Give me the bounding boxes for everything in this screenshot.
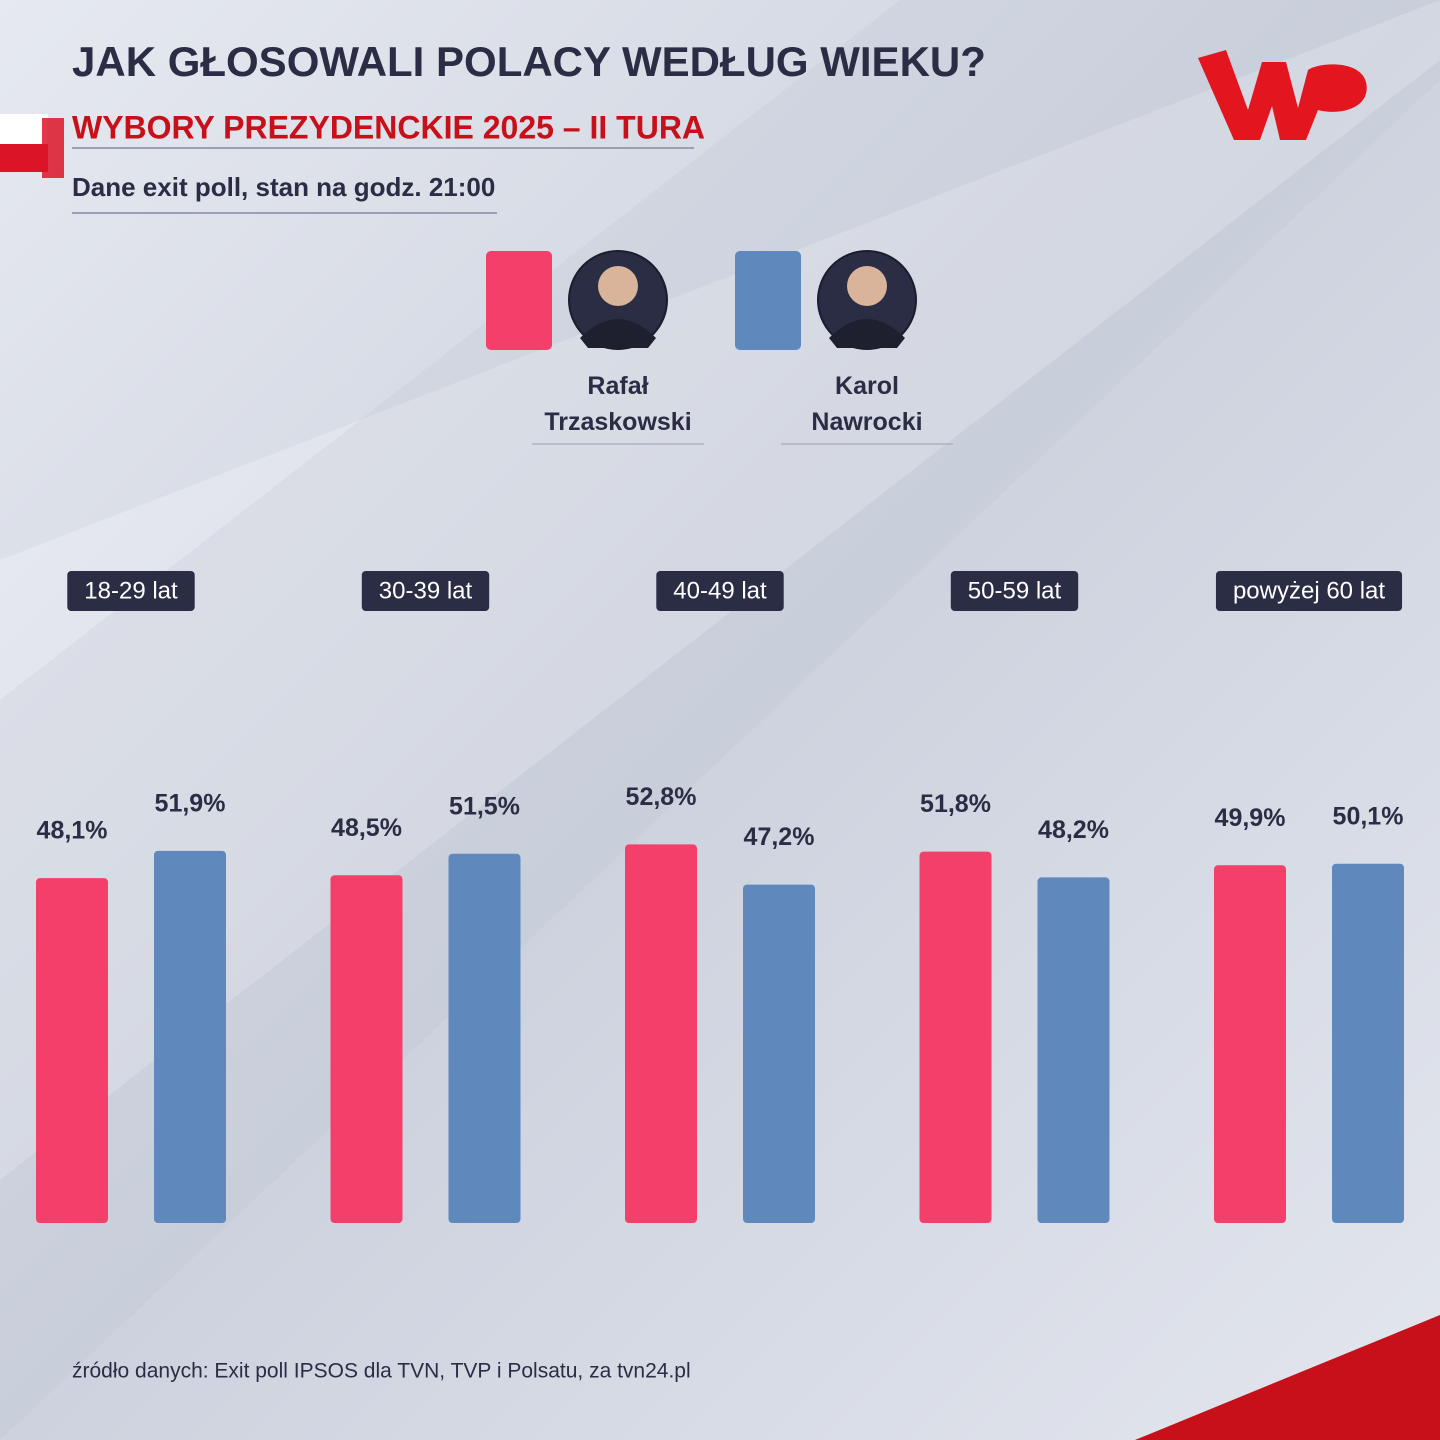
bar xyxy=(625,844,697,1223)
category-label: powyżej 60 lat xyxy=(1233,577,1385,604)
subtitle: WYBORY PREZYDENCKIE 2025 – II TURA xyxy=(72,109,705,145)
category-tag: 30-39 lat xyxy=(361,571,490,611)
value-label: 50,1% xyxy=(1333,802,1404,830)
bar xyxy=(1214,865,1286,1223)
category-tag: 40-49 lat xyxy=(656,571,784,611)
category-box xyxy=(361,571,490,611)
category-label: 18-29 lat xyxy=(84,577,178,604)
value-label: 47,2% xyxy=(744,823,815,851)
flag-edge xyxy=(42,118,64,178)
portrait-head xyxy=(598,266,638,306)
bar xyxy=(1037,877,1110,1223)
category-box xyxy=(656,571,784,611)
bar xyxy=(154,850,226,1223)
bar xyxy=(743,884,815,1223)
bar xyxy=(448,853,521,1223)
value-label: 51,8% xyxy=(920,790,991,818)
legend-label: Rafał Trzaskowski xyxy=(544,372,692,436)
portrait-body xyxy=(580,319,656,348)
chart-title: JAK GŁOSOWALI POLACY WEDŁUG WIEKU? xyxy=(72,38,986,85)
category-box xyxy=(950,571,1079,611)
category-label: 50-59 lat xyxy=(968,577,1062,604)
category-label: 40-49 lat xyxy=(673,577,767,604)
category-tag: 18-29 lat xyxy=(67,571,195,611)
value-label: 48,2% xyxy=(1038,816,1109,844)
bar xyxy=(36,878,108,1223)
bar xyxy=(919,851,992,1223)
flag-white xyxy=(0,114,48,144)
category-box xyxy=(67,571,195,611)
corner-red xyxy=(1135,1315,1440,1440)
category-tag: powyżej 60 lat xyxy=(1215,571,1403,611)
legend-label: Karol Nawrocki xyxy=(811,372,923,436)
source: źródło danych: Exit poll IPSOS dla TVN, … xyxy=(72,1360,691,1383)
portrait-head xyxy=(847,266,887,306)
value-label: 48,1% xyxy=(37,817,108,845)
value-label: 48,5% xyxy=(331,814,402,842)
category-tag: 50-59 lat xyxy=(950,571,1079,611)
value-label: 51,9% xyxy=(155,789,226,817)
flag-red xyxy=(0,144,48,172)
legend-swatch xyxy=(735,251,801,350)
legend-swatch xyxy=(486,251,552,350)
logo xyxy=(1198,50,1367,140)
value-label: 51,5% xyxy=(449,792,520,820)
category-box xyxy=(1215,571,1403,611)
logo-shape xyxy=(1198,50,1367,140)
bar xyxy=(330,875,403,1223)
bar xyxy=(1332,863,1404,1223)
value-label: 52,8% xyxy=(626,783,697,811)
portrait-body xyxy=(829,319,905,348)
note: Dane exit poll, stan na godz. 21:00 xyxy=(72,172,495,202)
value-label: 49,9% xyxy=(1215,804,1286,832)
category-label: 30-39 lat xyxy=(379,577,473,604)
